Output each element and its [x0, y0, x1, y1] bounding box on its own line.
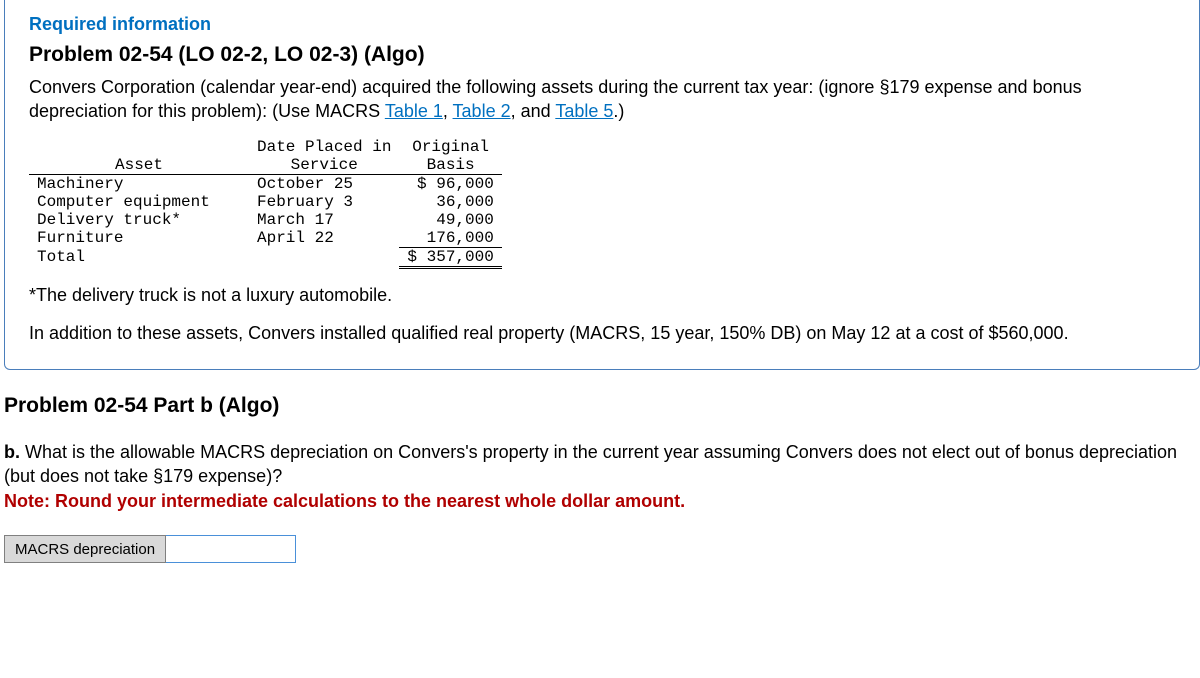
th-basis-l2: Basis — [399, 156, 501, 175]
table-total-row: Total $ 357,000 — [29, 247, 502, 267]
macrs-depreciation-input[interactable] — [166, 535, 296, 563]
table-row: Machinery October 25 $ 96,000 — [29, 174, 502, 193]
th-asset: Asset — [29, 138, 249, 175]
part-b-title: Problem 02-54 Part b (Algo) — [4, 394, 1200, 418]
th-date-l2: Service — [249, 156, 399, 175]
table-row: Delivery truck* March 17 49,000 — [29, 211, 502, 229]
footnote: *The delivery truck is not a luxury auto… — [29, 283, 1175, 307]
asset-table: Asset Date Placed in Original Service Ba… — [29, 138, 502, 269]
question-b: b. What is the allowable MACRS depreciat… — [4, 440, 1200, 513]
table5-link[interactable]: Table 5 — [555, 101, 613, 121]
table-row: Computer equipment February 3 36,000 — [29, 193, 502, 211]
th-date-l1: Date Placed in — [249, 138, 399, 156]
additional-info: In addition to these assets, Convers ins… — [29, 321, 1175, 345]
required-info-box: Required information Problem 02-54 (LO 0… — [4, 0, 1200, 370]
answer-row: MACRS depreciation — [4, 535, 1200, 563]
q-prefix: b. — [4, 442, 25, 462]
q-text: What is the allowable MACRS depreciation… — [4, 442, 1177, 486]
required-info-heading: Required information — [29, 14, 1175, 35]
problem-intro: Convers Corporation (calendar year-end) … — [29, 75, 1175, 124]
problem-title: Problem 02-54 (LO 02-2, LO 02-3) (Algo) — [29, 43, 1175, 67]
table-row: Furniture April 22 176,000 — [29, 229, 502, 248]
table2-link[interactable]: Table 2 — [453, 101, 511, 121]
table1-link[interactable]: Table 1 — [385, 101, 443, 121]
answer-label: MACRS depreciation — [4, 535, 166, 563]
note-text: Note: Round your intermediate calculatio… — [4, 491, 685, 511]
th-basis-l1: Original — [399, 138, 501, 156]
